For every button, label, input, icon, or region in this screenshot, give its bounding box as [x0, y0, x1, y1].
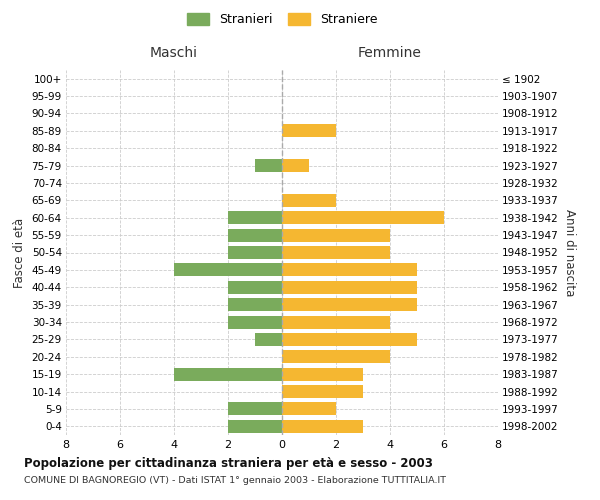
- Bar: [255, 159, 282, 172]
- Bar: [282, 246, 390, 259]
- Bar: [282, 385, 363, 398]
- Text: Popolazione per cittadinanza straniera per età e sesso - 2003: Popolazione per cittadinanza straniera p…: [24, 458, 433, 470]
- Bar: [228, 280, 282, 294]
- Bar: [282, 402, 336, 415]
- Legend: Stranieri, Straniere: Stranieri, Straniere: [183, 8, 381, 29]
- Bar: [174, 368, 282, 380]
- Bar: [282, 159, 309, 172]
- Bar: [282, 333, 417, 346]
- Bar: [282, 124, 336, 138]
- Bar: [282, 316, 390, 328]
- Bar: [282, 228, 390, 241]
- Bar: [282, 420, 363, 433]
- Bar: [228, 246, 282, 259]
- Bar: [228, 420, 282, 433]
- Bar: [174, 264, 282, 276]
- Bar: [228, 228, 282, 241]
- Text: Femmine: Femmine: [358, 46, 422, 60]
- Text: Maschi: Maschi: [150, 46, 198, 60]
- Bar: [282, 368, 363, 380]
- Bar: [228, 211, 282, 224]
- Text: COMUNE DI BAGNOREGIO (VT) - Dati ISTAT 1° gennaio 2003 - Elaborazione TUTTITALIA: COMUNE DI BAGNOREGIO (VT) - Dati ISTAT 1…: [24, 476, 446, 485]
- Bar: [282, 194, 336, 207]
- Bar: [228, 298, 282, 311]
- Bar: [282, 280, 417, 294]
- Bar: [255, 333, 282, 346]
- Bar: [282, 264, 417, 276]
- Bar: [228, 402, 282, 415]
- Bar: [282, 350, 390, 364]
- Bar: [282, 298, 417, 311]
- Y-axis label: Anni di nascita: Anni di nascita: [563, 209, 575, 296]
- Bar: [228, 316, 282, 328]
- Y-axis label: Fasce di età: Fasce di età: [13, 218, 26, 288]
- Bar: [282, 211, 444, 224]
